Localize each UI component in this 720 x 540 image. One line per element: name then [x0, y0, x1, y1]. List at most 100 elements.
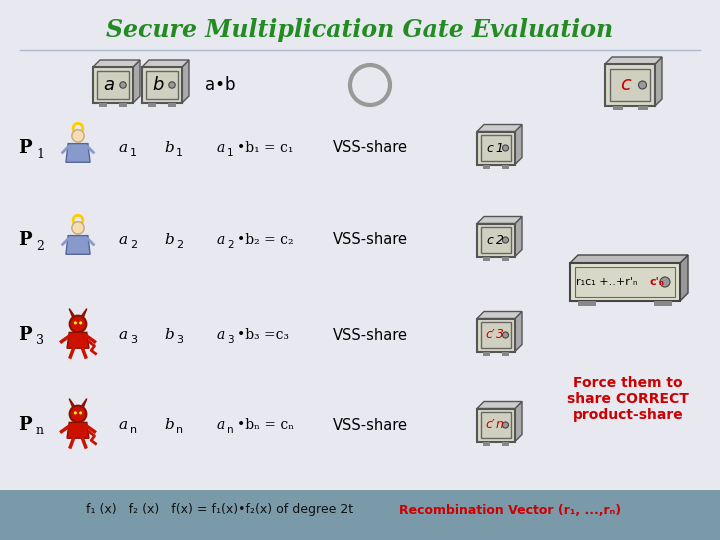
Polygon shape [67, 422, 89, 438]
Text: a: a [104, 76, 114, 94]
Text: a: a [119, 233, 128, 247]
Text: n: n [36, 424, 44, 437]
Text: 3: 3 [227, 335, 233, 345]
Bar [481, 227, 511, 253]
Bar [477, 408, 515, 442]
Text: Recombination Vector (r₁, ...,rₙ): Recombination Vector (r₁, ...,rₙ) [399, 503, 621, 516]
Bar [146, 71, 178, 99]
Polygon shape [93, 60, 140, 67]
Polygon shape [515, 217, 522, 256]
Text: P: P [19, 139, 32, 157]
Text: 2: 2 [496, 233, 504, 246]
Text: 2: 2 [130, 240, 137, 250]
Text: a: a [119, 141, 128, 155]
Polygon shape [477, 312, 522, 319]
Text: b: b [164, 418, 174, 432]
Bar [502, 442, 509, 446]
Polygon shape [655, 57, 662, 106]
Text: f₁ (x)   f₂ (x)   f(x) = f₁(x)•f₂(x) of degree 2t: f₁ (x) f₂ (x) f(x) = f₁(x)•f₂(x) of degr… [86, 503, 354, 516]
Bar [482, 165, 490, 168]
Polygon shape [67, 332, 89, 348]
Bar [575, 267, 675, 297]
Text: a: a [217, 233, 225, 247]
Polygon shape [66, 235, 90, 254]
Text: a: a [217, 418, 225, 432]
Text: VSS-share: VSS-share [333, 327, 408, 342]
Polygon shape [515, 125, 522, 165]
Text: c: c [487, 233, 494, 246]
Text: 1: 1 [496, 141, 504, 154]
Text: b: b [164, 328, 174, 342]
Text: VSS-share: VSS-share [333, 233, 408, 247]
Bar [482, 442, 490, 446]
Text: n: n [176, 425, 183, 435]
Bar [477, 224, 515, 256]
Text: c'ₙ: c'ₙ [649, 277, 665, 287]
Text: •b₂ = c₂: •b₂ = c₂ [237, 233, 294, 247]
Text: share CORRECT: share CORRECT [567, 392, 689, 406]
Polygon shape [69, 399, 75, 407]
Text: P: P [19, 326, 32, 344]
Bar [610, 69, 650, 101]
Text: 3: 3 [36, 334, 44, 348]
Text: a: a [119, 418, 128, 432]
Bar [502, 352, 509, 355]
Circle shape [168, 82, 175, 88]
Circle shape [503, 332, 508, 338]
Text: a•b: a•b [205, 76, 235, 94]
Text: n: n [130, 425, 137, 435]
Text: P: P [19, 416, 32, 434]
Polygon shape [680, 255, 688, 301]
Bar [613, 106, 623, 110]
Circle shape [72, 222, 84, 234]
Polygon shape [477, 402, 522, 408]
Circle shape [79, 411, 82, 414]
Circle shape [72, 130, 84, 142]
Circle shape [120, 82, 126, 88]
Text: b: b [164, 141, 174, 155]
Text: product-share: product-share [572, 408, 683, 422]
Circle shape [70, 316, 86, 332]
Circle shape [503, 237, 508, 243]
Polygon shape [605, 57, 662, 64]
Text: 2: 2 [176, 240, 183, 250]
Bar [97, 71, 129, 99]
Text: n: n [227, 425, 233, 435]
Bar [477, 319, 515, 352]
Bar [168, 103, 176, 107]
Text: 1: 1 [227, 148, 233, 158]
Bar [93, 67, 133, 103]
Text: a: a [119, 328, 128, 342]
Text: b: b [153, 76, 163, 94]
Bar [637, 106, 647, 110]
Bar [578, 301, 596, 306]
Text: c: c [620, 76, 631, 94]
Bar [148, 103, 156, 107]
Bar [502, 165, 509, 168]
Circle shape [503, 422, 508, 428]
Text: VSS-share: VSS-share [333, 417, 408, 433]
Text: c′: c′ [485, 328, 495, 341]
Circle shape [74, 411, 77, 414]
Text: 1: 1 [130, 148, 137, 158]
Polygon shape [133, 60, 140, 103]
Polygon shape [81, 308, 87, 317]
Bar [477, 132, 515, 165]
Polygon shape [69, 308, 75, 317]
Text: c′: c′ [485, 418, 495, 431]
Bar [481, 413, 511, 438]
Bar [119, 103, 127, 107]
Circle shape [79, 321, 82, 325]
Text: 3: 3 [496, 328, 504, 341]
Text: •b₃ =c₃: •b₃ =c₃ [237, 328, 289, 342]
Bar [481, 322, 511, 348]
Circle shape [74, 321, 77, 325]
Bar [482, 256, 490, 260]
Polygon shape [570, 255, 688, 263]
Polygon shape [182, 60, 189, 103]
Circle shape [70, 406, 86, 422]
Text: 1: 1 [176, 148, 183, 158]
Polygon shape [477, 217, 522, 224]
Bar [482, 352, 490, 355]
Text: 3: 3 [176, 335, 183, 345]
